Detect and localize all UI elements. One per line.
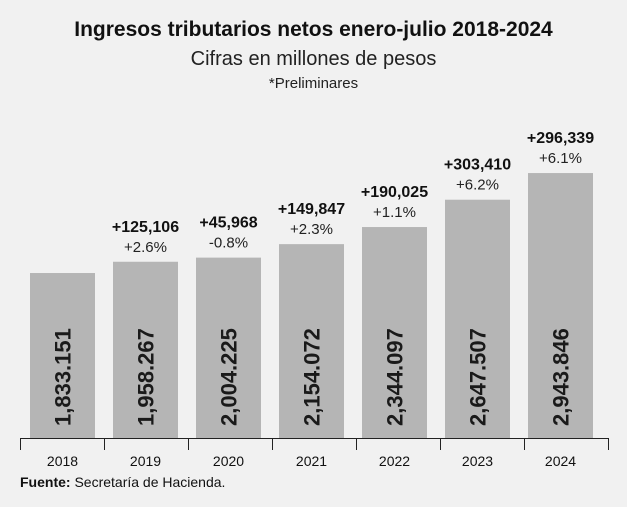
bar-value-label: 2,647.507 <box>466 328 491 426</box>
bar-2023 <box>445 199 510 438</box>
change-percent-label: +2.3% <box>290 221 333 238</box>
category-label: 2023 <box>462 453 493 469</box>
source-text: Secretaría de Hacienda. <box>70 474 226 490</box>
change-absolute-label: +190,025 <box>361 184 428 201</box>
bar-value-label: 2,344.097 <box>383 328 408 426</box>
change-absolute-label: +45,968 <box>199 215 257 232</box>
bar-2024 <box>528 173 593 438</box>
bar-2019 <box>113 261 178 438</box>
change-percent-label: +6.1% <box>539 150 582 167</box>
change-percent-label: +2.6% <box>124 239 167 256</box>
category-label: 2019 <box>130 453 161 469</box>
category-label: 2022 <box>379 453 410 469</box>
bar-2021 <box>279 244 344 438</box>
bar-value-label: 1,958.267 <box>134 328 159 426</box>
category-label: 2018 <box>47 453 78 469</box>
change-percent-label: +1.1% <box>373 204 416 221</box>
bar-value-label: 2,943.846 <box>549 328 574 426</box>
change-absolute-label: +125,106 <box>112 219 179 236</box>
change-percent-label: +6.2% <box>456 177 499 194</box>
source-label: Fuente: <box>20 474 71 490</box>
change-absolute-label: +296,339 <box>527 130 594 147</box>
bar-value-label: 1,833.151 <box>51 328 76 426</box>
change-absolute-label: +303,410 <box>444 157 511 174</box>
change-percent-label: -0.8% <box>209 235 248 252</box>
chart-subtitle: Cifras en millones de pesos <box>190 48 437 70</box>
change-absolute-label: +149,847 <box>278 201 345 218</box>
preliminary-note: *Preliminares <box>268 75 359 92</box>
bar-value-label: 2,154.072 <box>300 328 325 426</box>
source-note: Fuente: Secretaría de Hacienda. <box>20 474 225 490</box>
category-label: 2024 <box>545 453 576 469</box>
bar-2020 <box>196 257 261 438</box>
chart-title: Ingresos tributarios netos enero-julio 2… <box>74 18 553 41</box>
bar-2022 <box>362 227 427 438</box>
category-label: 2020 <box>213 453 244 469</box>
bar-2018 <box>30 273 95 438</box>
category-label: 2021 <box>296 453 327 469</box>
bar-value-label: 2,004.225 <box>217 328 242 426</box>
